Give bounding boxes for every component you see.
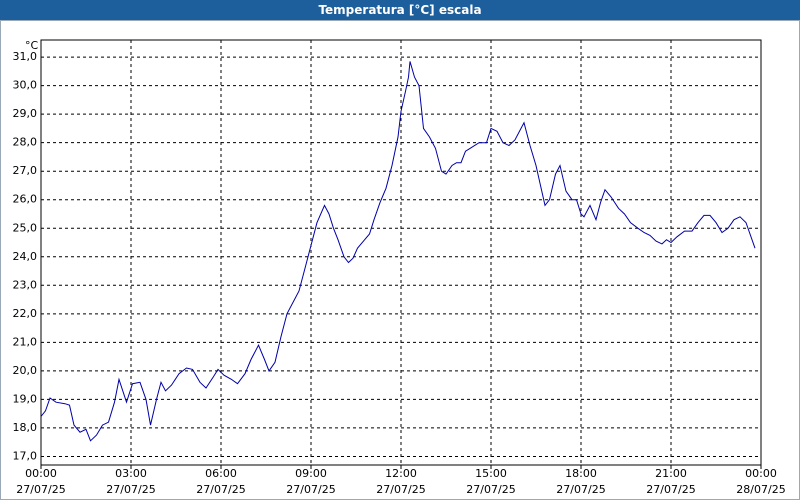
x-tick-label: 18:00 <box>565 467 597 480</box>
x-tick-date: 27/07/25 <box>646 483 695 496</box>
y-tick-label: 17,0 <box>13 449 38 462</box>
y-tick-label: 30,0 <box>13 79 38 92</box>
x-tick-date: 27/07/25 <box>376 483 425 496</box>
x-tick-label: 00:00 <box>745 467 777 480</box>
y-tick-label: 27,0 <box>13 164 38 177</box>
x-tick-label: 09:00 <box>295 467 327 480</box>
x-tick-date: 27/07/25 <box>106 483 155 496</box>
y-tick-label: 23,0 <box>13 278 38 291</box>
y-tick-label: 26,0 <box>13 193 38 206</box>
x-tick-label: 21:00 <box>655 467 687 480</box>
x-tick-label: 06:00 <box>205 467 237 480</box>
x-tick-label: 00:00 <box>25 467 57 480</box>
x-tick-label: 15:00 <box>475 467 507 480</box>
y-unit: °C <box>25 39 39 52</box>
y-tick-label: 31,0 <box>13 50 38 63</box>
y-tick-label: 25,0 <box>13 221 38 234</box>
plot-frame <box>40 39 762 466</box>
x-tick-date: 27/07/25 <box>16 483 65 496</box>
x-tick-date: 27/07/25 <box>286 483 335 496</box>
y-tick-label: 21,0 <box>13 335 38 348</box>
x-tick-label: 12:00 <box>385 467 417 480</box>
title-bar: Temperatura [°C] escala <box>0 0 800 20</box>
x-tick-date: 27/07/25 <box>556 483 605 496</box>
y-tick-label: 18,0 <box>13 421 38 434</box>
y-tick-label: 29,0 <box>13 107 38 120</box>
y-tick-label: 20,0 <box>13 364 38 377</box>
chart-title: Temperatura [°C] escala <box>318 3 482 17</box>
y-tick-label: 22,0 <box>13 307 38 320</box>
x-tick-date: 27/07/25 <box>466 483 515 496</box>
y-tick-label: 28,0 <box>13 136 38 149</box>
x-tick-date: 27/07/25 <box>196 483 245 496</box>
temperature-line <box>40 61 756 442</box>
x-tick-label: 03:00 <box>115 467 147 480</box>
y-tick-label: 19,0 <box>13 392 38 405</box>
y-tick-label: 24,0 <box>13 250 38 263</box>
x-tick-date: 28/07/25 <box>736 483 785 496</box>
